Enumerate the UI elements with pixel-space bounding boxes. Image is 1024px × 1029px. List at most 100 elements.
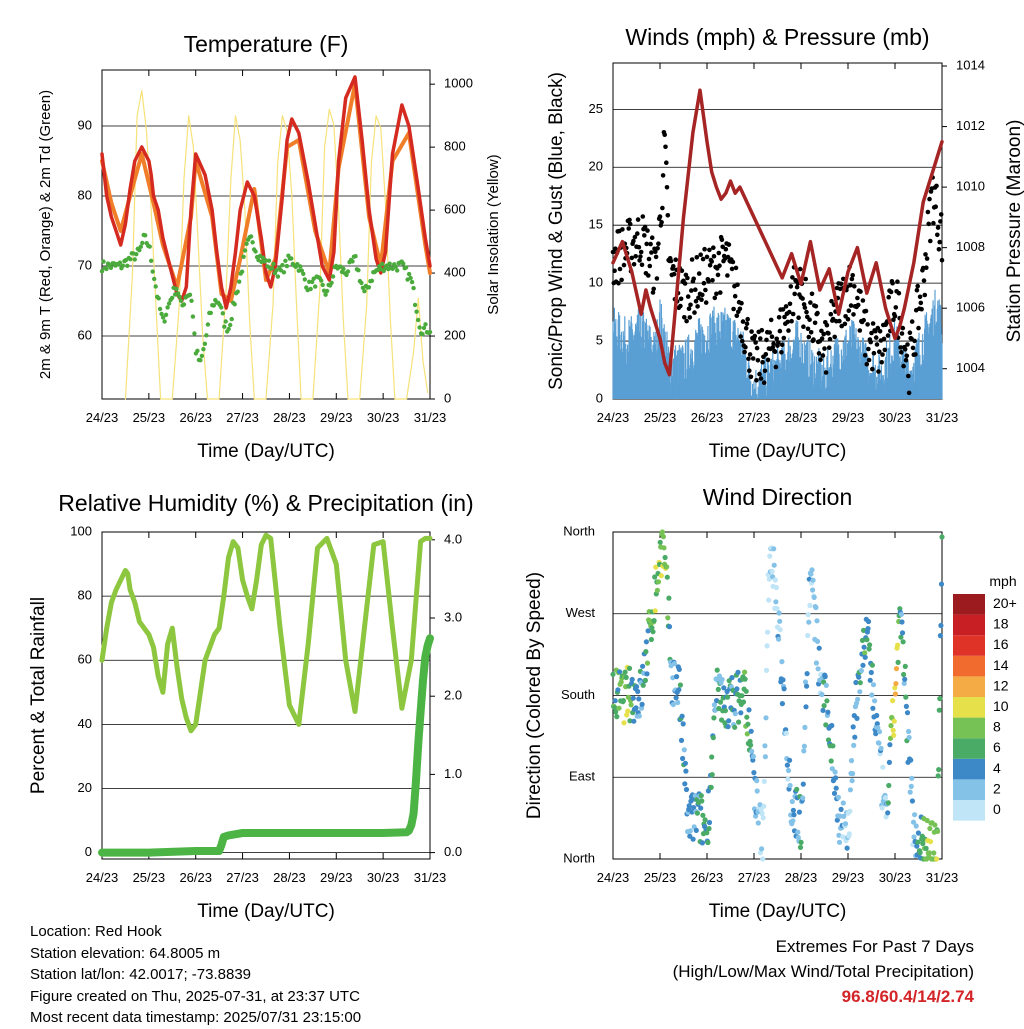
dewpoint-point [153, 284, 158, 289]
dewpoint-point [108, 265, 114, 270]
gust-point [686, 306, 692, 312]
y2-tick-label: 1.0 [444, 766, 462, 781]
direction-point [834, 817, 840, 823]
dewpoint-point [423, 322, 428, 327]
direction-point [681, 747, 687, 753]
gust-point [710, 278, 715, 283]
direction-point [633, 705, 639, 711]
gust-point [743, 344, 748, 350]
direction-point [658, 573, 664, 579]
direction-point [811, 594, 817, 601]
dewpoint-point [190, 314, 196, 319]
x-tick-label: 25/23 [644, 870, 677, 885]
direction-point [912, 812, 918, 818]
dewpoint-point [275, 274, 281, 279]
dewpoint-point [353, 254, 358, 259]
x-tick-label: 31/23 [414, 870, 447, 885]
direction-point [851, 742, 857, 749]
direction-point [759, 846, 765, 852]
gust-point [657, 214, 663, 219]
direction-point [910, 819, 917, 825]
gust-point [754, 378, 759, 383]
gust-point [631, 238, 636, 244]
dewpoint-point [269, 266, 275, 271]
direction-point [687, 833, 693, 839]
dewpoint-point [147, 244, 152, 249]
gust-point [902, 347, 908, 352]
x-tick-label: 29/23 [832, 410, 865, 425]
gust-point [890, 280, 895, 286]
dewpoint-point [242, 248, 248, 253]
gust-point [649, 250, 654, 255]
dewpoint-point [387, 261, 392, 266]
x-tick-label: 25/23 [133, 410, 166, 425]
gust-point [701, 280, 707, 286]
direction-point [721, 685, 727, 691]
direction-point [700, 812, 706, 818]
direction-point [652, 608, 658, 614]
dewpoint-point [359, 280, 364, 286]
x-tick-label: 28/23 [273, 870, 306, 885]
dewpoint-point [415, 317, 421, 323]
direction-point [626, 665, 633, 672]
gust-point [789, 318, 794, 324]
gust-point [909, 319, 915, 324]
direction-point [764, 643, 770, 649]
gust-point [882, 347, 888, 353]
gust-point [662, 132, 667, 137]
direction-point [904, 710, 911, 716]
gust-point [714, 291, 719, 297]
direction-point [687, 828, 693, 834]
direction-point [939, 534, 945, 540]
humidity-line [99, 532, 433, 734]
direction-point [869, 692, 875, 698]
gust-point [752, 333, 758, 339]
direction-point [903, 703, 910, 710]
gust-point [763, 352, 769, 357]
gust-point [717, 263, 722, 269]
figure-created: Figure created on Thu, 2025-07-31, at 23… [30, 987, 360, 1005]
direction-point [709, 754, 715, 760]
direction-point [644, 660, 651, 666]
gust-point [904, 353, 910, 359]
x-tick-label: 29/23 [832, 870, 865, 885]
direction-point [899, 630, 906, 636]
gust-point [621, 262, 627, 268]
direction-point [760, 856, 766, 862]
colorbar-swatch [953, 717, 985, 739]
gust-point [873, 335, 879, 340]
y-tick-label: 5 [596, 333, 603, 348]
direction-point [717, 699, 724, 705]
dewpoint-point [409, 279, 415, 285]
gust-point [769, 334, 775, 340]
gust-point [832, 334, 837, 340]
direction-point [704, 830, 710, 836]
direction-point [621, 720, 627, 726]
gust-point [787, 301, 793, 307]
x-axis-label: Time (Day/UTC) [197, 901, 335, 922]
direction-point [865, 618, 872, 625]
gust-point [771, 341, 776, 347]
gust-point [612, 268, 617, 274]
dewpoint-point [271, 261, 276, 267]
direction-point [832, 769, 838, 775]
direction-point [623, 674, 629, 681]
gust-point [629, 255, 635, 261]
direction-point [653, 564, 659, 570]
gust-point [906, 390, 912, 396]
temp-2m-line [100, 75, 432, 310]
direction-point [862, 650, 868, 656]
y2-tick-label: 1012 [956, 118, 985, 133]
dewpoint-point [308, 286, 313, 292]
y-tick-label: 100 [70, 523, 92, 538]
gust-point [700, 256, 706, 262]
gust-point [914, 287, 920, 293]
gust-point [648, 241, 653, 247]
direction-point [821, 703, 827, 709]
gust-point [637, 258, 642, 263]
gust-point [620, 227, 625, 232]
direction-point [856, 674, 862, 680]
dewpoint-point [298, 264, 303, 269]
gust-point [754, 345, 760, 351]
gust-point [936, 247, 942, 252]
